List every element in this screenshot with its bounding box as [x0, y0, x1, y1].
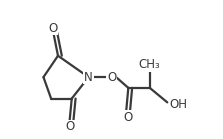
- Text: CH₃: CH₃: [139, 58, 161, 71]
- Text: O: O: [107, 71, 116, 84]
- Text: OH: OH: [169, 98, 187, 111]
- Text: O: O: [65, 120, 74, 133]
- Text: N: N: [84, 71, 93, 84]
- Text: O: O: [48, 22, 58, 35]
- Text: O: O: [123, 111, 132, 124]
